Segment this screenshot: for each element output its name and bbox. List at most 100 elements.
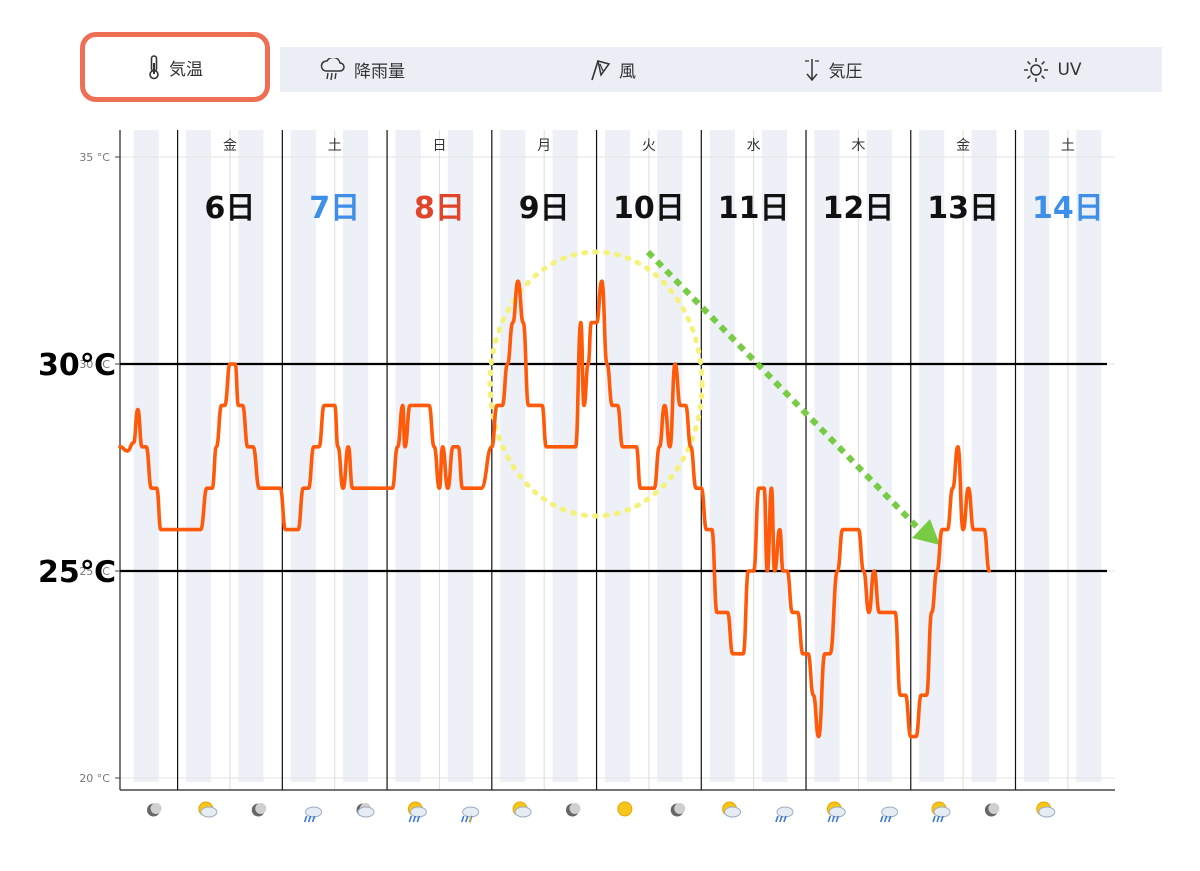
- weekday-label: 金: [956, 138, 970, 154]
- raindrop: [464, 815, 469, 823]
- night-band: [500, 130, 526, 782]
- tab-pressure-label: 気圧: [828, 62, 863, 82]
- weekday-label: 土: [328, 138, 342, 154]
- night-band: [185, 130, 212, 782]
- night-band: [866, 130, 892, 782]
- tab-pressure[interactable]: 気圧: [750, 47, 915, 92]
- tab-uv-label: UV: [1057, 59, 1082, 80]
- night-band: [552, 130, 578, 782]
- night-band: [709, 130, 735, 782]
- rain-weather-icon: [303, 806, 323, 823]
- date-label: 12日: [823, 191, 895, 226]
- raindrop: [460, 815, 465, 823]
- raindrop: [307, 815, 312, 823]
- raindrop: [936, 815, 940, 823]
- sun-cloud-weather-icon: [198, 801, 218, 818]
- cloud-icon: [724, 806, 742, 818]
- raindrop: [883, 815, 888, 823]
- moon-weather-icon: [984, 803, 1000, 817]
- moon-shade: [255, 803, 267, 814]
- raindrop: [775, 815, 779, 823]
- cloud-icon: [881, 806, 899, 818]
- pressure-arrow-icon: [804, 58, 819, 81]
- cloud-icon: [776, 806, 794, 818]
- cloud-icon: [933, 806, 951, 818]
- raindrop: [887, 815, 892, 823]
- reference-annotation: 30℃: [38, 348, 116, 383]
- temperature-series-line: [118, 279, 992, 739]
- tab-uv[interactable]: UV: [970, 47, 1135, 92]
- weekday-label: 日: [432, 138, 446, 154]
- night-band: [919, 130, 945, 782]
- raindrop: [779, 815, 783, 823]
- moon-cloud-weather-icon: [356, 803, 375, 818]
- weekday-label: 火: [642, 138, 656, 154]
- y-tick-label: 35 °C: [79, 151, 110, 164]
- raindrop: [827, 815, 832, 823]
- cloud-icon: [462, 806, 480, 818]
- storm-weather-icon: [460, 806, 480, 825]
- night-band: [1023, 130, 1050, 782]
- night-band: [971, 130, 997, 782]
- cloud-icon: [1038, 806, 1056, 818]
- tab-rainfall[interactable]: 降雨量: [280, 47, 445, 92]
- raindrop: [932, 815, 936, 823]
- cloud-icon: [357, 806, 375, 818]
- date-label: 10日: [613, 191, 685, 226]
- weekday-label: 木: [851, 138, 865, 154]
- sun-rain-weather-icon: [826, 801, 846, 823]
- moon-shade: [988, 803, 1000, 814]
- cloud-icon: [409, 806, 427, 818]
- moon-weather-icon: [670, 803, 686, 817]
- sun-cloud-weather-icon: [1036, 801, 1056, 818]
- highlight-ellipse: [487, 249, 705, 519]
- tab-bar-background: [280, 47, 1162, 92]
- moon-weather-icon: [147, 803, 162, 817]
- night-band: [762, 130, 788, 782]
- y-tick-label: 20 °C: [79, 772, 110, 785]
- night-band: [1076, 130, 1102, 782]
- weekday-label: 金: [223, 138, 237, 154]
- sun-cloud-weather-icon: [722, 801, 742, 818]
- date-label: 14日: [1032, 191, 1104, 226]
- cloud-icon: [514, 806, 532, 818]
- sun-cloud-weather-icon: [512, 801, 532, 818]
- date-label: 13日: [927, 191, 999, 226]
- trend-arrow-head: [912, 519, 940, 545]
- y-tick-label: 25 °C: [79, 565, 110, 578]
- weekday-label: 土: [1061, 138, 1075, 154]
- tab-rainfall-label: 降雨量: [354, 62, 405, 82]
- rain-cloud-icon: [320, 57, 345, 80]
- night-band: [395, 130, 421, 782]
- thermometer-icon: [149, 55, 159, 80]
- night-band: [238, 130, 264, 782]
- raindrop: [311, 815, 316, 823]
- night-band: [133, 130, 159, 782]
- raindrop: [940, 815, 944, 823]
- tab-temperature-label: 気温: [169, 59, 203, 80]
- tab-wind-label: 風: [619, 62, 636, 82]
- sun-icon: [617, 801, 633, 817]
- raindrop: [416, 815, 421, 823]
- date-label: 8日: [414, 191, 465, 226]
- raindrop: [831, 815, 836, 823]
- moon-shade: [150, 803, 162, 814]
- cloud-icon: [828, 806, 846, 818]
- rain-weather-icon: [879, 806, 899, 823]
- rain-weather-icon: [775, 806, 794, 823]
- tab-temperature[interactable]: 気温: [80, 32, 270, 102]
- sun-rain-weather-icon: [931, 801, 951, 823]
- raindrop: [879, 815, 884, 823]
- tab-wind[interactable]: 風: [530, 47, 695, 92]
- cloud-icon: [200, 806, 218, 818]
- date-label: 11日: [718, 191, 790, 226]
- sun-rain-weather-icon: [407, 801, 427, 823]
- night-band: [604, 130, 631, 782]
- date-label: 7日: [309, 191, 360, 226]
- weekday-label: 月: [537, 138, 551, 154]
- raindrop: [303, 815, 308, 823]
- raindrop: [783, 815, 787, 823]
- raindrop: [408, 815, 413, 823]
- date-label: 6日: [205, 191, 256, 226]
